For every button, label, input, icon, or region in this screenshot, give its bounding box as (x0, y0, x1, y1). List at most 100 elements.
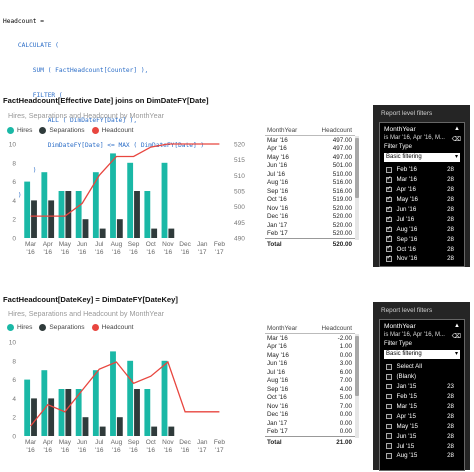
filter-item[interactable]: Aug '15 28 (386, 451, 460, 461)
table-row[interactable]: Mar '16 497.00 (265, 136, 355, 145)
checkbox[interactable] (386, 383, 392, 390)
checkbox[interactable] (386, 413, 392, 420)
filter-item[interactable]: Jun '16 28 (386, 205, 460, 215)
filter-item[interactable]: Feb '15 28 (386, 392, 460, 402)
headcount-cell: 497.00 (332, 136, 352, 144)
table-row[interactable]: Jan '17 520.00 (265, 221, 355, 230)
legend-headcount-dot (91, 127, 99, 134)
hires-bar (58, 389, 65, 436)
checkbox[interactable] (386, 374, 392, 380)
table1-col-monthyear[interactable]: MonthYear (267, 127, 298, 134)
filter-item[interactable]: Aug '16 28 (386, 224, 460, 234)
filter-item[interactable]: Apr '15 28 (386, 411, 460, 421)
filter-item[interactable]: Oct '16 28 (386, 244, 460, 254)
checkbox[interactable] (386, 423, 392, 430)
table2-col-headcount[interactable]: Headcount (321, 325, 352, 332)
filter-item[interactable]: Jul '15 28 (386, 441, 460, 451)
checkbox[interactable] (386, 443, 392, 449)
x-tick-label: Mar (25, 439, 37, 446)
table-row[interactable]: Dec '16 0.00 (265, 411, 355, 420)
filter-item[interactable]: Mar '15 28 (386, 402, 460, 412)
filter-type-select[interactable]: Basic filtering ▾ (384, 350, 460, 359)
checkbox[interactable] (386, 205, 392, 213)
table-row[interactable]: Nov '16 520.00 (265, 204, 355, 213)
filter-item[interactable]: Jul '16 28 (386, 214, 460, 224)
table-row[interactable]: Feb '17 0.00 (265, 428, 355, 437)
checkbox[interactable] (386, 364, 392, 370)
eraser-icon[interactable]: ⌫ (451, 136, 461, 143)
filter-item-label: Jan '15 (396, 383, 417, 391)
table-row[interactable]: Aug '16 516.00 (265, 179, 355, 188)
chevron-down-icon[interactable]: ▾ (454, 351, 458, 357)
checkbox[interactable] (386, 453, 392, 459)
checkbox[interactable] (386, 393, 392, 400)
filter-item[interactable]: Select All (386, 362, 460, 372)
table-row[interactable]: Nov '16 7.00 (265, 402, 355, 411)
filter-item[interactable]: Feb '16 28 (386, 165, 460, 175)
table-row[interactable]: May '16 0.00 (265, 351, 355, 360)
table2-col-monthyear[interactable]: MonthYear (267, 325, 298, 332)
table-row[interactable]: Sep '16 4.00 (265, 385, 355, 394)
checkbox[interactable] (386, 195, 392, 203)
filter-item[interactable]: Nov '16 28 (386, 254, 460, 264)
table-row[interactable]: Feb '17 520.00 (265, 230, 355, 239)
chevron-up-icon[interactable]: ▲ (454, 323, 460, 329)
filter-item[interactable]: (Blank) (386, 372, 460, 382)
table1-col-headcount[interactable]: Headcount (321, 127, 352, 134)
filter-type-select[interactable]: Basic filtering ▾ (384, 153, 460, 162)
chart2-title: Hires, Separations and Headcount by Mont… (8, 309, 164, 318)
table2-scroll-thumb[interactable] (355, 336, 359, 396)
filter-item[interactable]: Jun '15 28 (386, 431, 460, 441)
filter-field-name[interactable]: MonthYear (384, 323, 416, 330)
y-tick-label: 8 (12, 160, 16, 167)
checkbox[interactable] (386, 433, 392, 439)
checkbox[interactable] (386, 244, 392, 252)
table-row[interactable]: Oct '16 519.00 (265, 196, 355, 205)
table2-scrollbar[interactable] (355, 334, 359, 438)
table-row[interactable]: Apr '16 497.00 (265, 145, 355, 154)
table1-scroll-thumb[interactable] (355, 138, 359, 198)
table-row[interactable]: Jul '16 510.00 (265, 170, 355, 179)
table-row[interactable]: Apr '16 1.00 (265, 343, 355, 352)
separations-bar (151, 228, 158, 238)
table-row[interactable]: Mar '16 -2.00 (265, 334, 355, 343)
table-row[interactable]: Jul '16 6.00 (265, 368, 355, 377)
checkbox[interactable] (386, 235, 392, 242)
code-line: CALCULATE ( (3, 42, 59, 50)
table-row[interactable]: Jun '16 501.00 (265, 162, 355, 171)
checkbox[interactable] (386, 185, 392, 193)
checkbox[interactable] (386, 225, 392, 233)
hires-bar (41, 370, 48, 436)
table-row[interactable]: Oct '16 5.00 (265, 394, 355, 403)
table-row[interactable]: Jun '16 3.00 (265, 360, 355, 369)
table-row[interactable]: Sep '16 516.00 (265, 187, 355, 196)
headcount-cell: 519.00 (332, 196, 352, 204)
x-tick-label-year: '17 (215, 447, 224, 454)
table1-scrollbar[interactable] (355, 136, 359, 240)
checkbox[interactable] (386, 215, 392, 223)
table-row[interactable]: Jan '17 0.00 (265, 419, 355, 428)
chart2-combo-chart[interactable]: 0246810Mar'16Apr'16May'16Jun'16Jul'16Aug… (0, 334, 255, 470)
chevron-down-icon[interactable]: ▾ (454, 154, 458, 160)
chevron-up-icon[interactable]: ▲ (454, 126, 460, 132)
table-row[interactable]: Aug '16 7.00 (265, 377, 355, 386)
filter-item[interactable]: Mar '16 28 (386, 175, 460, 185)
filter-item[interactable]: Sep '16 28 (386, 234, 460, 244)
checkbox[interactable] (386, 403, 392, 410)
filter-item[interactable]: May '15 28 (386, 421, 460, 431)
filter-field-name[interactable]: MonthYear (384, 126, 416, 133)
table1-total-label: Total (267, 240, 282, 248)
chart1-combo-chart[interactable]: 0246810490495500505510515520Mar'16Apr'16… (0, 136, 255, 272)
eraser-icon[interactable]: ⌫ (451, 333, 461, 340)
table-row[interactable]: Dec '16 520.00 (265, 213, 355, 222)
checkbox[interactable] (386, 254, 392, 262)
table2-body: Mar '16 -2.00 Apr '16 1.00 May '16 0.00 Jun '1… (265, 334, 355, 436)
checkbox[interactable] (386, 167, 392, 173)
checkbox[interactable] (386, 175, 392, 183)
filter-item[interactable]: May '16 28 (386, 195, 460, 205)
filter-item[interactable]: Jan '15 23 (386, 382, 460, 392)
filter-item[interactable]: Apr '16 28 (386, 185, 460, 195)
x-tick-label: Nov (162, 439, 174, 446)
x-tick-label: Jan (197, 439, 208, 446)
table-row[interactable]: May '16 497.00 (265, 153, 355, 162)
